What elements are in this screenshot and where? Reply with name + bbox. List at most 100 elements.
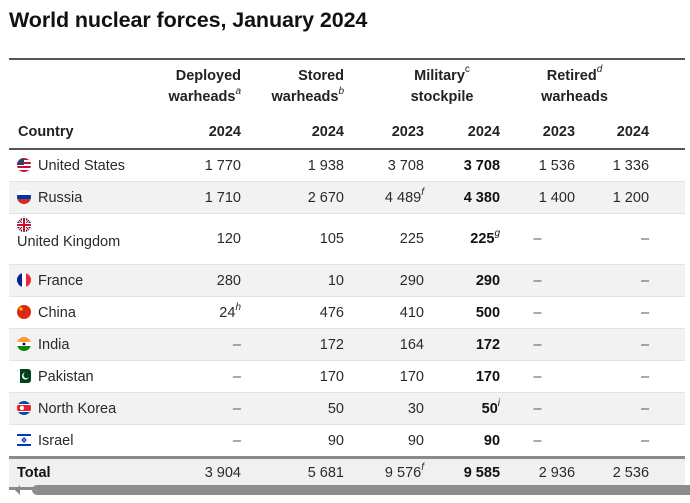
stockpile-2023: 90: [344, 424, 424, 458]
deployed-2024: –: [154, 328, 241, 361]
stored-2024: 90: [241, 424, 344, 458]
retired-2023: –: [500, 392, 576, 425]
retired-2024: –: [575, 328, 650, 361]
header-year: 2023: [500, 112, 576, 150]
stockpile-2024: 3 708: [424, 149, 501, 182]
north-korea-flag-icon: [17, 400, 31, 415]
stockpile-2023: 3 708: [344, 149, 424, 182]
retired-2023: –: [500, 424, 576, 458]
stockpile-2024: 290: [424, 264, 501, 297]
country-cell: North Korea: [9, 392, 154, 425]
table-row: India – 172 164 172 – –: [9, 328, 686, 361]
stored-2024: 172: [241, 328, 344, 361]
stockpile-2024: 225g: [424, 213, 501, 265]
table-row: United Kingdom 120 105 225 225g – –: [9, 213, 686, 265]
deployed-2024: 24h: [154, 296, 241, 329]
page-title: World nuclear forces, January 2024: [9, 8, 368, 32]
total-stored-2024: 5 681: [241, 456, 344, 490]
stockpile-2023: 410: [344, 296, 424, 329]
retired-2024: –: [575, 360, 650, 393]
retired-2024: 1 200: [575, 181, 650, 214]
country-cell: Israel: [9, 424, 154, 458]
stockpile-2023: 290: [344, 264, 424, 297]
russia-flag-icon: [17, 189, 31, 204]
table-row: China 24h 476 410 500 – –: [9, 296, 686, 329]
stockpile-2024: 4 380: [424, 181, 501, 214]
table-row: North Korea – 50 30 50i – –: [9, 392, 686, 425]
header-year: 2024: [575, 112, 650, 150]
india-flag-icon: [17, 336, 31, 351]
deployed-2024: –: [154, 360, 241, 393]
country-cell: France: [9, 264, 154, 297]
header-retired-warheads: Retiredd warheads: [541, 64, 608, 106]
stored-2024: 10: [241, 264, 344, 297]
country-cell: India: [9, 328, 154, 361]
header-year: 2024: [424, 112, 501, 150]
table-row: France 280 10 290 290 – –: [9, 264, 686, 297]
stockpile-2023: 170: [344, 360, 424, 393]
header-blank: [9, 60, 154, 112]
header-year: 2023: [344, 112, 424, 150]
us-flag-icon: [17, 157, 31, 172]
stockpile-2024: 170: [424, 360, 501, 393]
deployed-2024: 1 710: [154, 181, 241, 214]
retired-2023: –: [500, 328, 576, 361]
scroll-left-arrow-icon[interactable]: [15, 485, 20, 495]
retired-2024: –: [575, 392, 650, 425]
deployed-2024: 120: [154, 213, 241, 265]
stockpile-2023: 164: [344, 328, 424, 361]
top-rule: [9, 58, 685, 60]
china-flag-icon: [17, 304, 31, 319]
country-cell: China: [9, 296, 154, 329]
nuclear-forces-table: Deployed warheadsa Stored warheadsb Mili…: [9, 58, 686, 490]
retired-2023: –: [500, 264, 576, 297]
table-row: Israel – 90 90 90 – –: [9, 424, 686, 458]
country-cell: United Kingdom: [9, 213, 154, 265]
header-military-stockpile: Militaryc stockpile: [410, 64, 474, 106]
stored-2024: 50: [241, 392, 344, 425]
deployed-2024: 1 770: [154, 149, 241, 182]
stockpile-2023: 30: [344, 392, 424, 425]
table-row: United States 1 770 1 938 3 708 3 708 1 …: [9, 149, 686, 182]
scrollbar-thumb[interactable]: [32, 485, 690, 495]
table-row: Russia 1 710 2 670 4 489f 4 380 1 400 1 …: [9, 181, 686, 214]
uk-flag-icon: [17, 218, 31, 232]
retired-2024: 1 336: [575, 149, 650, 182]
retired-2023: –: [500, 296, 576, 329]
france-flag-icon: [17, 272, 31, 287]
retired-2024: –: [575, 296, 650, 329]
header-country: Country: [9, 112, 154, 150]
stockpile-2023: 225: [344, 213, 424, 265]
total-label: Total: [9, 456, 154, 490]
deployed-2024: 280: [154, 264, 241, 297]
header-year: 2024: [154, 112, 241, 150]
country-cell: Pakistan: [9, 360, 154, 393]
pakistan-flag-icon: [17, 368, 31, 383]
retired-2024: –: [575, 213, 650, 265]
horizontal-scrollbar[interactable]: [10, 484, 690, 496]
retired-2024: –: [575, 264, 650, 297]
country-cell: Russia: [9, 181, 154, 214]
retired-2023: 1 400: [500, 181, 576, 214]
total-row: Total 3 904 5 681 9 576f 9 585 2 936 2 5…: [9, 456, 686, 490]
retired-2023: –: [500, 360, 576, 393]
header-deployed-warheads: Deployed warheadsa: [168, 68, 241, 105]
table-row: Pakistan – 170 170 170 – –: [9, 360, 686, 393]
stockpile-2024: 50i: [424, 392, 501, 425]
deployed-2024: –: [154, 392, 241, 425]
country-cell: United States: [9, 149, 154, 182]
retired-2023: –: [500, 213, 576, 265]
stored-2024: 476: [241, 296, 344, 329]
total-stockpile-2023: 9 576f: [344, 456, 424, 490]
stored-2024: 170: [241, 360, 344, 393]
total-deployed-2024: 3 904: [154, 456, 241, 490]
stored-2024: 105: [241, 213, 344, 265]
header-stored-warheads: Stored warheadsb: [271, 68, 344, 105]
stored-2024: 2 670: [241, 181, 344, 214]
israel-flag-icon: [17, 432, 31, 447]
deployed-2024: –: [154, 424, 241, 458]
retired-2023: 1 536: [500, 149, 576, 182]
retired-2024: –: [575, 424, 650, 458]
stockpile-2023: 4 489f: [344, 181, 424, 214]
stored-2024: 1 938: [241, 149, 344, 182]
